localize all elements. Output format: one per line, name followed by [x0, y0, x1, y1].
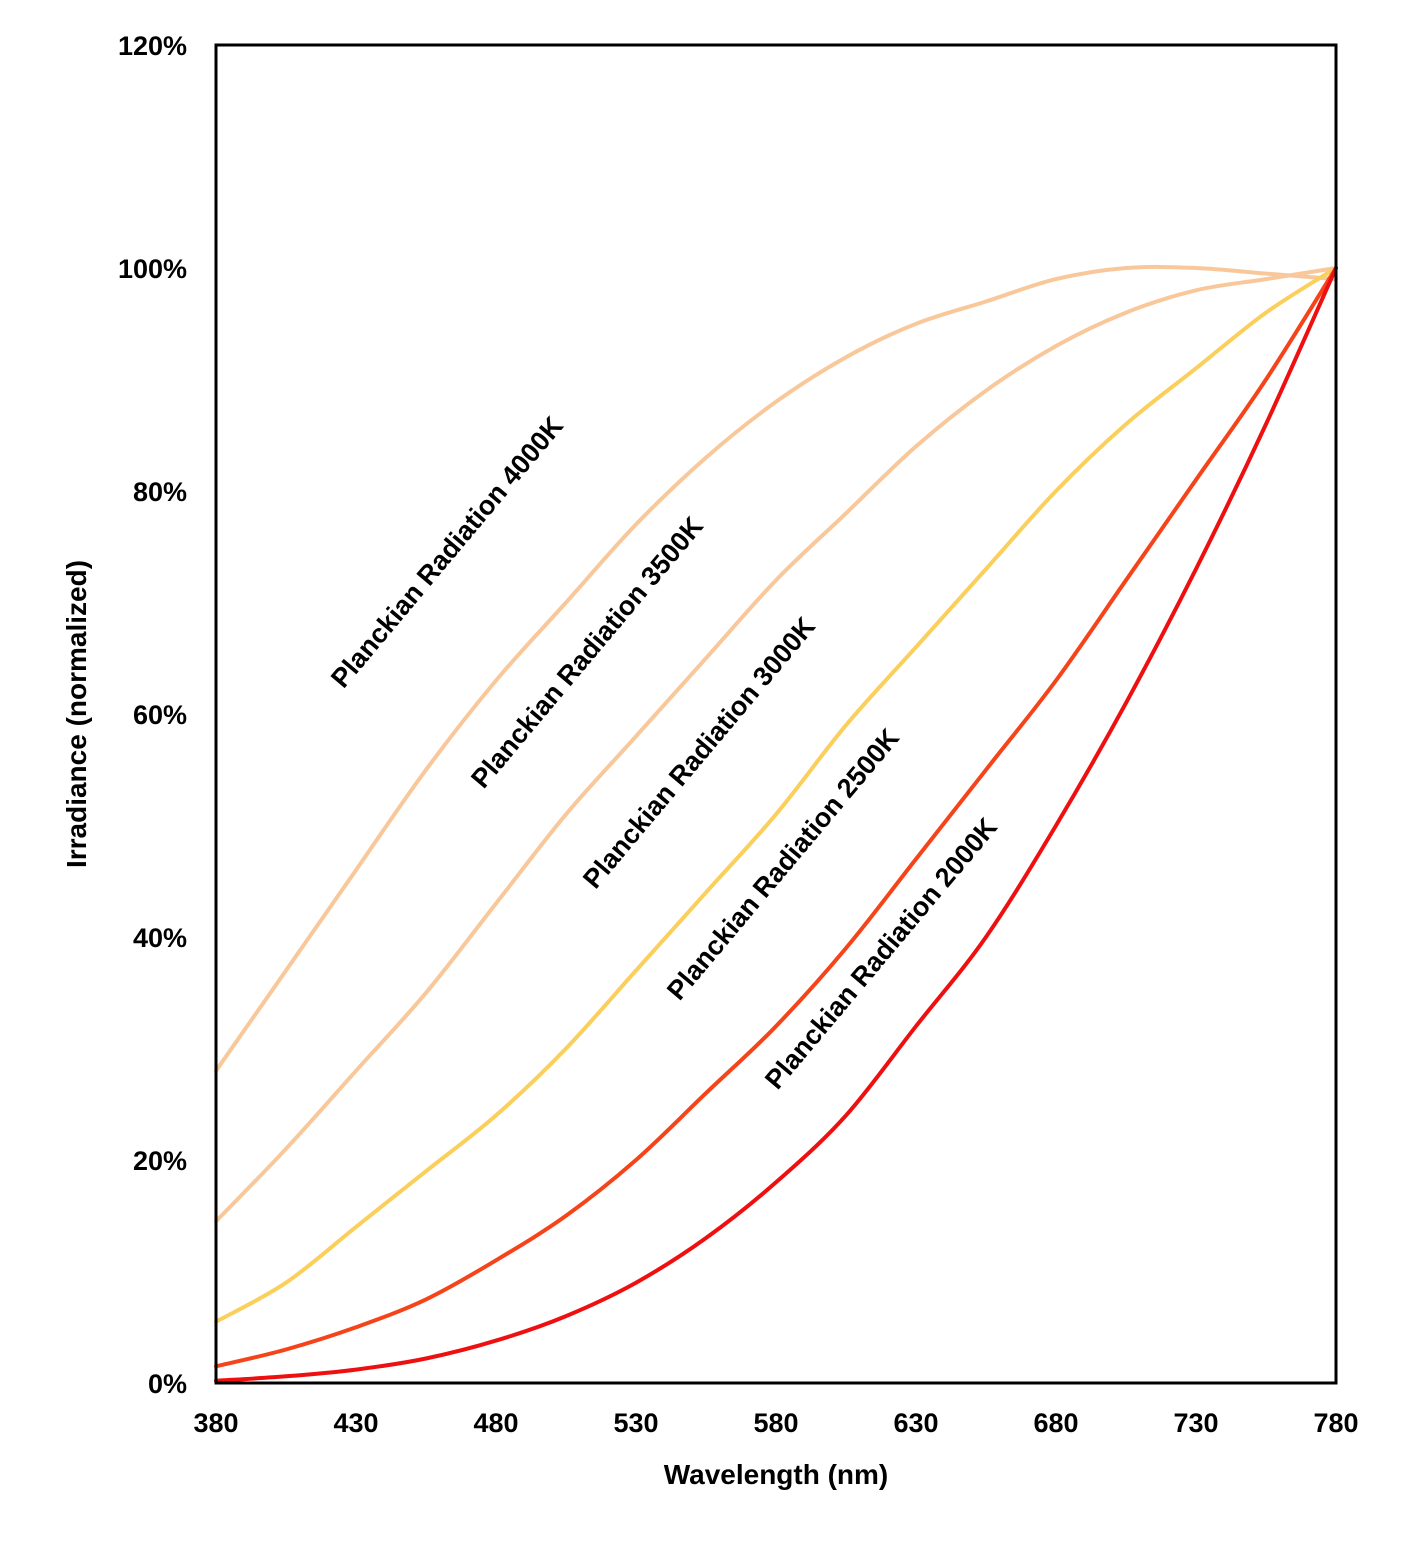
y-axis-title: Irradiance (normalized)	[61, 560, 92, 868]
x-tick-label: 630	[893, 1408, 938, 1438]
y-tick-label: 100%	[118, 254, 187, 284]
x-axis-title: Wavelength (nm)	[664, 1459, 889, 1490]
x-tick-label: 380	[193, 1408, 238, 1438]
y-tick-label: 40%	[133, 923, 187, 953]
x-tick-label: 730	[1173, 1408, 1218, 1438]
x-tick-label: 430	[333, 1408, 378, 1438]
x-tick-label: 780	[1313, 1408, 1358, 1438]
curve-label-0: Planckian Radiation 4000K	[325, 410, 569, 693]
series-line-4	[214, 266, 1338, 1383]
y-tick-label: 0%	[148, 1369, 187, 1399]
x-tick-label: 680	[1033, 1408, 1078, 1438]
y-axis-ticks: 0% 20% 40% 60% 80% 100% 120%	[118, 31, 187, 1399]
series-line-1	[214, 266, 1338, 1224]
y-tick-label: 60%	[133, 700, 187, 730]
plot-frame	[214, 43, 1338, 1385]
y-tick-label: 20%	[133, 1146, 187, 1176]
curve-label-1: Planckian Radiation 3500K	[465, 511, 709, 794]
x-tick-label: 580	[753, 1408, 798, 1438]
series-layer	[214, 264, 1338, 1383]
x-axis-ticks: 380 430 480 530 580 630 680 730 780	[193, 1408, 1358, 1438]
series-line-3	[214, 266, 1338, 1369]
x-tick-label: 530	[613, 1408, 658, 1438]
y-tick-label: 120%	[118, 31, 187, 61]
y-tick-label: 80%	[133, 477, 187, 507]
series-line-2	[214, 266, 1338, 1324]
x-tick-label: 480	[473, 1408, 518, 1438]
series-line-0	[214, 264, 1338, 1073]
